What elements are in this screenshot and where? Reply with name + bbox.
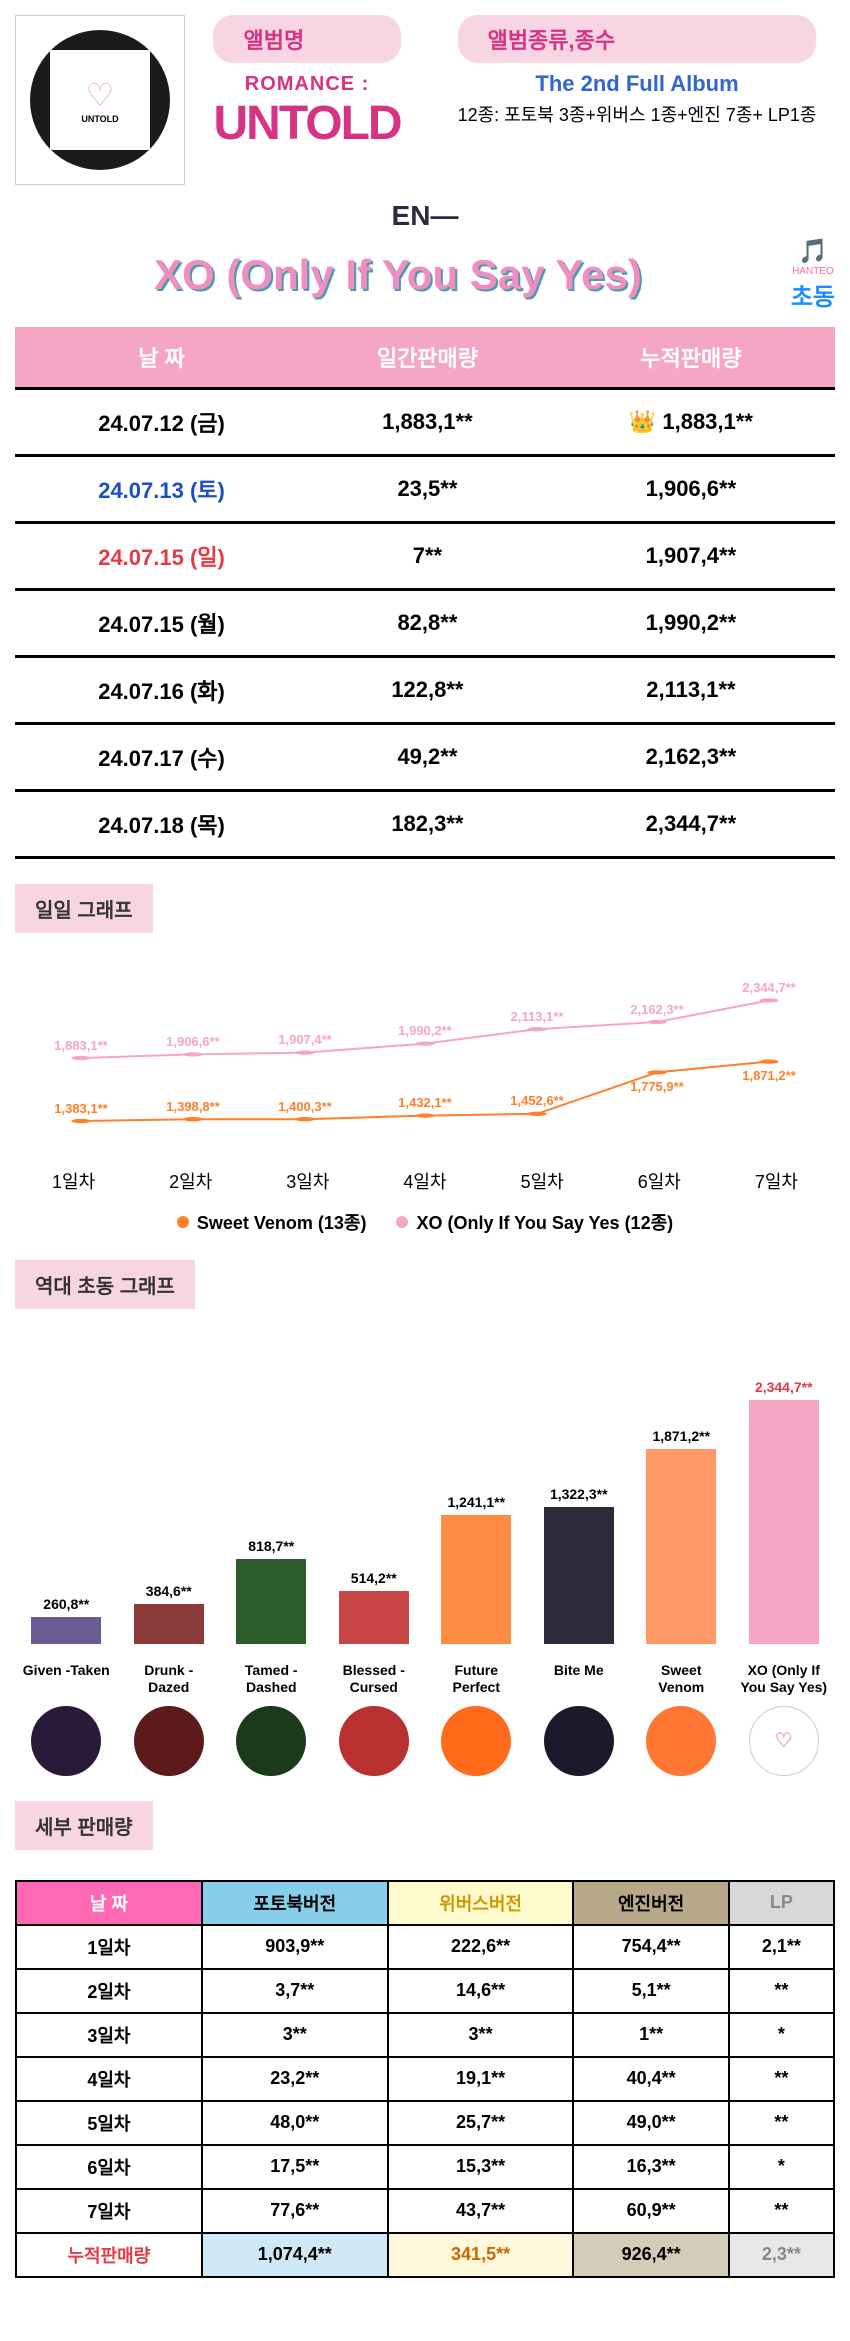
detail-header: 날 짜	[16, 1881, 202, 1925]
artist-logo: EN—	[15, 200, 835, 232]
detail-header: 포토북버전	[202, 1881, 388, 1925]
detail-row: 6일차17,5**15,3**16,3***	[16, 2145, 834, 2189]
album-icon: ♡	[749, 1706, 819, 1776]
table-row: 24.07.16 (화)122,8**2,113,1**	[15, 657, 835, 724]
bar-chart: 260,8** 384,6**818,7**514,2**1,241,1**1,3…	[15, 1344, 835, 1644]
detail-row: 5일차48,0**25,7**49,0****	[16, 2101, 834, 2145]
album-icon	[134, 1706, 204, 1776]
detail-sales-label: 세부 판매량	[15, 1801, 153, 1850]
detail-row: 2일차3,7**14,6**5,1****	[16, 1969, 834, 2013]
romance-text: ROMANCE :	[213, 73, 400, 96]
hanteo-logo: HANTEO	[791, 237, 835, 277]
table-row: 24.07.15 (일)7**1,907,4**	[15, 523, 835, 590]
table-header: 일간판매량	[308, 327, 547, 389]
table-header: 날 짜	[15, 327, 308, 389]
table-row: 24.07.12 (금)1,883,1**👑 1,883,1**	[15, 389, 835, 456]
bar-group: 260,8**	[21, 1596, 111, 1644]
album-icon	[544, 1706, 614, 1776]
detail-table: 날 짜포토북버전위버스버전엔진버전LP 1일차903,9**222,6**754…	[15, 1880, 835, 2278]
bar-group: 818,7**	[226, 1538, 316, 1644]
bar-group: 1,322,3**	[534, 1486, 624, 1644]
detail-row: 1일차903,9**222,6**754,4**2,1**	[16, 1925, 834, 1969]
detail-row: 7일차77,6**43,7**60,9****	[16, 2189, 834, 2233]
history-graph-label: 역대 초동 그래프	[15, 1260, 195, 1309]
bar-group: 514,2**	[329, 1570, 419, 1644]
album-icon	[646, 1706, 716, 1776]
bar-group: 1,241,1**	[431, 1494, 521, 1644]
header-section: ♡ UNTOLD 앨범명 ROMANCE : UNTOLD 앨범종류,종수 Th…	[15, 15, 835, 185]
line-chart: 1,883,1**1,906,6**1,907,4**1,990,2**2,11…	[25, 968, 825, 1148]
bar-group: 2,344,7**	[739, 1379, 829, 1644]
album-art: ♡ UNTOLD	[15, 15, 185, 185]
detail-header: 위버스버전	[388, 1881, 574, 1925]
x-axis: 1일차2일차3일차4일차5일차6일차7일차	[15, 1168, 835, 1194]
daily-graph-label: 일일 그래프	[15, 884, 153, 933]
untold-text: UNTOLD	[213, 96, 400, 151]
detail-header: 엔진버전	[573, 1881, 728, 1925]
album-type-detail: 12종: 포토북 3종+위버스 1종+엔진 7종+ LP1종	[458, 101, 817, 127]
sales-table: 날 짜일간판매량누적판매량 24.07.12 (금)1,883,1**👑 1,8…	[15, 327, 835, 859]
detail-row: 4일차23,2**19,1**40,4****	[16, 2057, 834, 2101]
album-icons: ♡	[15, 1706, 835, 1776]
album-icon	[31, 1706, 101, 1776]
album-name-label: 앨범명	[213, 15, 400, 63]
table-header: 누적판매량	[547, 327, 835, 389]
table-row: 24.07.15 (월)82,8**1,990,2**	[15, 590, 835, 657]
album-type-label: 앨범종류,종수	[458, 15, 817, 63]
main-title: XO (Only If You Say Yes)	[15, 251, 781, 299]
album-icon	[339, 1706, 409, 1776]
table-row: 24.07.13 (토)23,5**1,906,6**	[15, 456, 835, 523]
total-row: 누적판매량1,074,4**341,5**926,4**2,3**	[16, 2233, 834, 2277]
chart-legend: Sweet Venom (13종) XO (Only If You Say Ye…	[15, 1209, 835, 1235]
detail-row: 3일차3**3**1***	[16, 2013, 834, 2057]
bar-group: 1,871,2**	[636, 1428, 726, 1644]
table-row: 24.07.18 (목)182,3**2,344,7**	[15, 791, 835, 858]
album-type-value: The 2nd Full Album	[458, 71, 817, 97]
detail-header: LP	[729, 1881, 834, 1925]
album-icon	[236, 1706, 306, 1776]
album-icon	[441, 1706, 511, 1776]
chodong-label: 초동	[791, 277, 835, 312]
bar-group: 384,6**	[124, 1583, 214, 1644]
table-row: 24.07.17 (수)49,2**2,162,3**	[15, 724, 835, 791]
